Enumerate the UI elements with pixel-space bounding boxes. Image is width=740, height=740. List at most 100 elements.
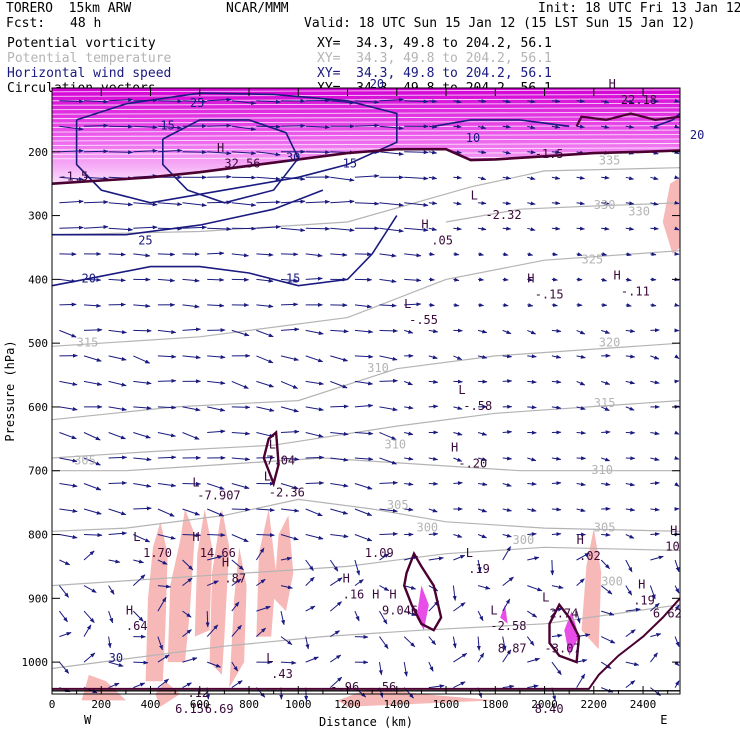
circulation-vector [428, 150, 438, 155]
circulation-vector [428, 99, 438, 104]
circulation-vector [59, 380, 78, 386]
wind-speed-contour [75, 92, 398, 204]
circulation-vector [280, 302, 299, 307]
circulation-vector [231, 151, 257, 156]
circulation-vector [527, 556, 540, 561]
pv-fill-low [209, 509, 230, 675]
circulation-vector [428, 227, 438, 231]
circulation-vector [280, 227, 306, 233]
circulation-vector [576, 329, 586, 335]
circulation-vector [551, 150, 561, 155]
circulation-vector [305, 253, 323, 258]
circulation-vector [305, 455, 325, 460]
y-tick-label: 500 [28, 337, 48, 350]
circulation-vector [527, 150, 536, 155]
circulation-vector [59, 483, 78, 488]
circulation-vector [527, 457, 537, 462]
pv-label: H [217, 141, 224, 155]
circulation-vector [650, 99, 659, 104]
circulation-vector [478, 226, 487, 231]
pv-label: -.11 [621, 284, 650, 298]
x-tick-label: 1800 [482, 698, 509, 711]
circulation-vector [305, 534, 324, 540]
circulation-vector [452, 585, 457, 601]
theta-contour [51, 546, 681, 587]
circulation-vector [108, 610, 114, 624]
axes-layer: 0 200 400 600 800 1000 1200 1400 1600 1800 2000 220… [3, 87, 681, 729]
pv-label: L [266, 651, 273, 665]
circulation-vector [231, 457, 251, 462]
circulation-vector [182, 432, 200, 440]
circulation-vector [674, 661, 680, 666]
circulation-vector [502, 124, 512, 129]
circulation-vector [453, 406, 463, 410]
circulation-vector [527, 610, 538, 618]
circulation-vector [329, 676, 343, 688]
pv-contour-low [548, 602, 581, 664]
circulation-vector [551, 405, 562, 410]
circulation-vector [650, 532, 660, 537]
circulation-vector [280, 380, 299, 389]
circulation-vector [551, 252, 558, 257]
pv-shading-layer [51, 88, 681, 707]
circulation-vector [650, 226, 659, 231]
legend-xy-wind: XY= 34.3, 49.8 to 204.2, 56.1 [317, 66, 552, 81]
pv-label: 14.66 [200, 546, 236, 560]
circulation-vector [404, 329, 414, 334]
circulation-vector [207, 277, 225, 282]
x-tick-label: 1600 [433, 698, 460, 711]
theta-line-strato [51, 93, 681, 97]
circulation-vector [59, 406, 78, 411]
circulation-vector [330, 227, 355, 232]
circulation-vector [650, 652, 658, 663]
circulation-vector [83, 380, 103, 386]
circulation-vector [256, 176, 281, 181]
theta-line-strato [51, 138, 681, 142]
circulation-vector [231, 601, 240, 612]
circulation-vector [650, 457, 660, 462]
circulation-vector [182, 629, 192, 637]
theta-label: 315 [77, 335, 99, 349]
theta-label: 305 [74, 453, 96, 467]
circulation-vector [59, 585, 69, 598]
circulation-vector [157, 654, 170, 663]
circulation-vector [157, 584, 172, 589]
circulation-vector [182, 533, 201, 538]
circulation-vector [157, 354, 177, 359]
circulation-vector [625, 99, 634, 104]
circulation-vector [625, 534, 635, 539]
circulation-vector [650, 303, 657, 308]
pv-label: 2.74 [549, 606, 578, 620]
circulation-vector [207, 429, 226, 434]
pv-label: -1.5 [535, 147, 564, 161]
circulation-vector [182, 682, 192, 689]
wind-speed-label: 20 [82, 272, 96, 286]
circulation-vector [428, 456, 439, 461]
circulation-vector [551, 456, 562, 461]
circulation-vector [478, 277, 485, 282]
circulation-vector [404, 302, 422, 307]
circulation-vector [231, 680, 243, 689]
circulation-vector [182, 508, 200, 516]
circulation-vector [83, 624, 92, 637]
circulation-vector [428, 277, 435, 282]
pv-label: L [264, 469, 271, 483]
circulation-vector [207, 200, 232, 205]
circulation-vector [527, 532, 537, 537]
circulation-vector [83, 149, 109, 154]
circulation-vector [83, 483, 102, 491]
pv-contour-low [402, 550, 443, 632]
pv-label: H [389, 587, 396, 601]
circulation-vector [404, 431, 414, 436]
circulation-vector [576, 99, 585, 104]
circulation-vector [502, 329, 512, 335]
pv-contour-surface [52, 597, 681, 690]
circulation-vector [108, 355, 127, 361]
circulation-vector [453, 481, 463, 486]
wind-speed-contour [433, 119, 570, 128]
circulation-vector [280, 327, 300, 332]
circulation-vector [83, 432, 101, 441]
circulation-vector [59, 125, 84, 131]
circulation-vector [280, 252, 299, 257]
circulation-vector [527, 125, 536, 130]
